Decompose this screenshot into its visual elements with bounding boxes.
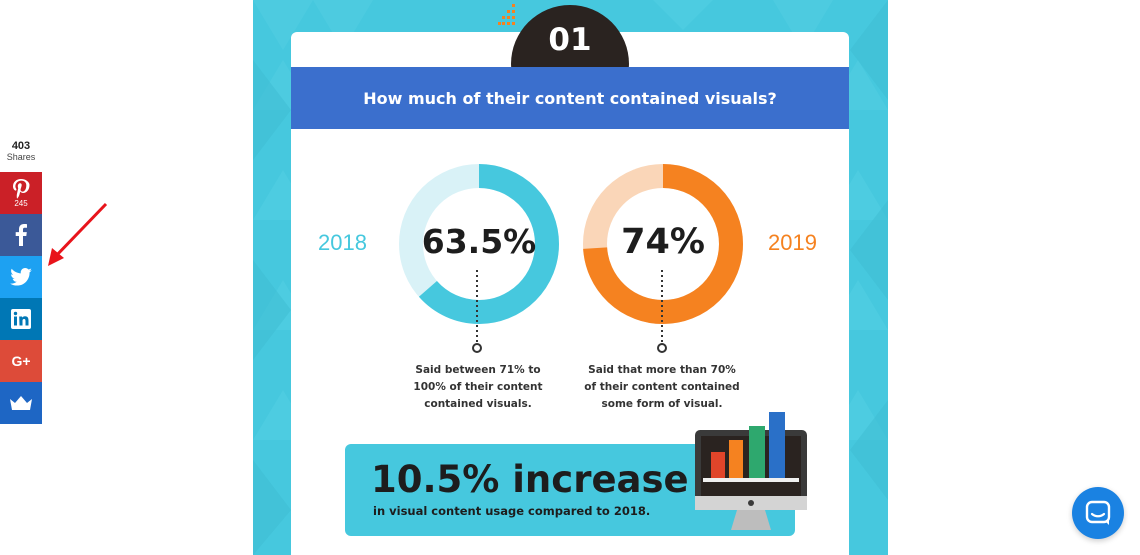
twitter-bird-icon — [10, 268, 32, 286]
caption-2018-line: 100% of their content — [413, 381, 543, 393]
red-arrow-icon — [48, 202, 108, 266]
facebook-icon — [15, 224, 27, 246]
crown-icon — [10, 396, 32, 410]
chat-launcher-button[interactable] — [1072, 487, 1124, 539]
linkedin-share-button[interactable] — [0, 298, 42, 340]
infographic-panel: 01 How much of their content contained v… — [253, 0, 888, 555]
percent-2019: 74% — [621, 222, 705, 262]
percent-2018: 63.5% — [421, 222, 537, 261]
year-label-2019: 2019 — [768, 230, 817, 255]
question-banner: How much of their content contained visu… — [291, 67, 849, 129]
increase-headline: 10.5% increase — [371, 458, 689, 501]
caption-2018: Said between 71% to 100% of their conten… — [393, 362, 563, 413]
linkedin-icon — [11, 309, 31, 329]
share-total-count: 403 — [11, 140, 31, 152]
share-total-label: Shares — [6, 152, 36, 162]
section-number: 01 — [548, 22, 592, 58]
twitter-share-button[interactable] — [0, 256, 42, 298]
year-label-2018: 2018 — [318, 230, 367, 255]
caption-2019-line: of their content contained — [584, 381, 740, 393]
question-heading: How much of their content contained visu… — [363, 88, 777, 108]
facebook-share-button[interactable] — [0, 214, 42, 256]
caption-2019-line: some form of visual. — [601, 398, 723, 410]
pinterest-share-button[interactable]: 245 — [0, 172, 42, 214]
caption-2019-line: Said that more than 70% — [588, 364, 736, 376]
leader-line-2018 — [472, 270, 482, 353]
caption-2019: Said that more than 70% of their content… — [577, 362, 747, 413]
leader-line-2019 — [657, 270, 667, 353]
increase-subtext: in visual content usage compared to 2018… — [373, 504, 651, 518]
dots-logo-icon — [498, 4, 515, 25]
sumo-share-button[interactable] — [0, 382, 42, 424]
pinterest-share-count: 245 — [14, 198, 28, 208]
pinterest-icon — [13, 178, 30, 199]
caption-2018-line: contained visuals. — [424, 398, 532, 410]
donut-arc-2018 — [399, 164, 559, 324]
social-share-bar: 403 Shares 245 — [0, 138, 42, 424]
caption-2018-line: Said between 71% to — [415, 364, 541, 376]
monitor-chart-illustration — [695, 412, 807, 530]
donut-chart-2018 — [399, 164, 559, 324]
google-plus-share-button[interactable]: G+ — [0, 340, 42, 382]
share-total: 403 Shares — [0, 138, 42, 172]
google-plus-icon: G+ — [11, 353, 31, 369]
chat-bubble-icon — [1085, 500, 1111, 525]
